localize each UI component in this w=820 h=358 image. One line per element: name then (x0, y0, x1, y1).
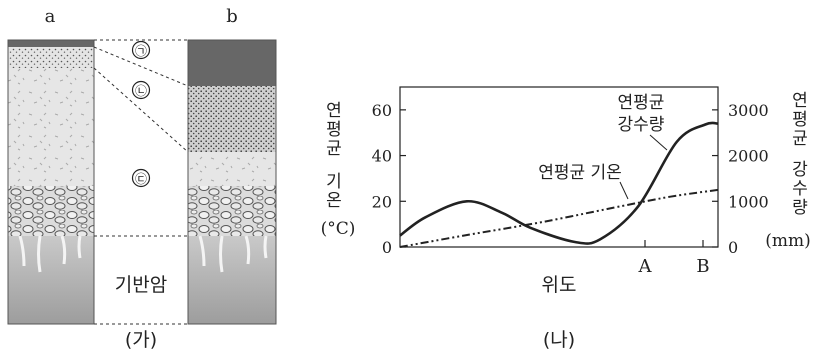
right-tick-label: 1000 (728, 192, 769, 211)
temp-annotation-pointer (619, 181, 629, 200)
svg-text:균: 균 (326, 139, 342, 159)
column-a-horizon-3 (8, 68, 94, 186)
column-b-bedrock (188, 236, 276, 324)
column-b-weathered-zone (188, 186, 276, 236)
precip-annotation-line1: 연평균 (618, 93, 665, 113)
svg-text:기: 기 (326, 172, 342, 192)
right-tick-label: 3000 (728, 101, 769, 120)
plot-frame (399, 86, 719, 248)
svg-text:온: 온 (326, 191, 342, 211)
soil-profile-panel: a b (7, 6, 277, 351)
x-tick-b: B (696, 256, 709, 277)
right-axis: 0 1000 2000 3000 (712, 101, 769, 257)
column-a-weathered-zone (8, 186, 94, 236)
x-axis-title: 위도 (542, 274, 577, 296)
left-axis: 0 20 40 60 (372, 101, 406, 257)
panel-ga-caption: (가) (125, 329, 157, 351)
svg-text:평: 평 (326, 120, 342, 140)
left-axis-unit: (°C) (321, 219, 356, 239)
panel-na-caption: (나) (543, 329, 575, 351)
right-tick-label: 2000 (728, 147, 769, 166)
column-b-horizon-1 (188, 40, 276, 86)
column-a-horizon-1 (8, 40, 94, 47)
right-tick-label: 0 (728, 238, 738, 257)
series-precipitation-line (399, 121, 719, 245)
x-tick-a: A (638, 256, 653, 277)
svg-text:수: 수 (792, 179, 808, 199)
column-a-horizon-2 (8, 47, 94, 68)
svg-text:균: 균 (792, 129, 808, 149)
left-tick-label: 40 (372, 147, 392, 166)
horizon-label-2: ㉡ (131, 80, 151, 100)
temp-annotation: 연평균 기온 (538, 163, 622, 183)
svg-text:연: 연 (792, 91, 808, 111)
left-tick-label: 20 (372, 192, 392, 211)
svg-text:평: 평 (792, 110, 808, 130)
precip-annotation-line2: 강수량 (618, 115, 665, 135)
soil-column-b (187, 39, 277, 325)
svg-text:강: 강 (792, 160, 808, 180)
left-axis-title: 연 평 균 기 온 (°C) (321, 101, 356, 239)
right-axis-unit: (mm) (765, 231, 811, 251)
column-b-horizon-2 (188, 86, 276, 152)
horizon-label-1: ㉠ (131, 40, 151, 60)
horizon-label-3: ㉢ (131, 168, 151, 188)
svg-text:㉠: ㉠ (135, 44, 147, 58)
right-axis-title: 연 평 균 강 수 량 (mm) (765, 91, 811, 251)
soil-column-a (7, 39, 95, 325)
svg-text:㉢: ㉢ (135, 172, 147, 186)
column-a-bedrock (8, 236, 94, 324)
column-b-frame (187, 39, 277, 325)
bedrock-label: 기반암 (115, 274, 167, 296)
svg-text:량: 량 (792, 198, 808, 218)
svg-text:㉡: ㉡ (135, 84, 147, 98)
correlation-lines (93, 39, 189, 325)
column-b-label: b (226, 6, 238, 27)
column-b-horizon-3 (188, 152, 276, 186)
left-tick-label: 0 (382, 238, 392, 257)
column-a-frame (7, 39, 95, 325)
column-a-label: a (45, 6, 56, 27)
svg-text:연: 연 (326, 101, 342, 121)
series-temperature-line (399, 188, 719, 248)
left-tick-label: 60 (372, 101, 392, 120)
precip-annotation-pointer (649, 134, 668, 151)
